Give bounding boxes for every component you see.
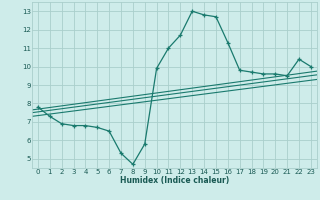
X-axis label: Humidex (Indice chaleur): Humidex (Indice chaleur) <box>120 176 229 185</box>
